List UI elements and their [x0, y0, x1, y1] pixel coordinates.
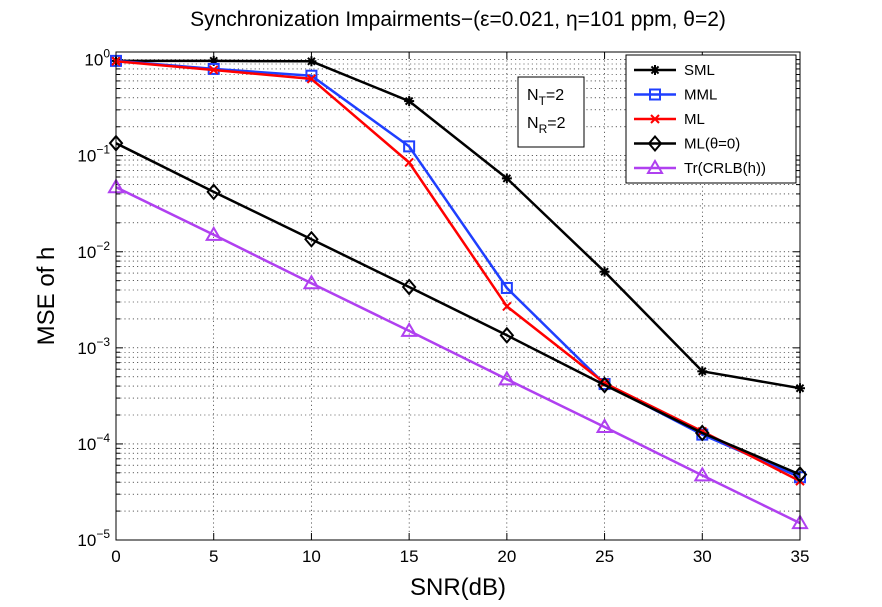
x-tick-label: 25	[595, 547, 614, 566]
y-tick-label: 10−4	[77, 431, 110, 454]
y-tick-label: 10−2	[77, 239, 110, 262]
x-tick-label: 5	[209, 547, 218, 566]
x-tick-label: 35	[791, 547, 810, 566]
series-marker-diamond	[597, 376, 612, 394]
annotation-nt: NT=2	[527, 87, 564, 108]
series-marker-diamond	[304, 230, 319, 248]
x-tick-label: 0	[111, 547, 120, 566]
series-marker-diamond	[694, 424, 710, 442]
x-axis-label: SNR(dB)	[410, 574, 506, 601]
series-marker-star	[697, 366, 708, 377]
x-tick-label: 30	[693, 547, 712, 566]
x-tick-label: 15	[400, 547, 419, 566]
legend-item: Tr(CRLB(h))	[634, 159, 766, 177]
series-marker-square	[305, 69, 318, 82]
series-marker-x	[209, 65, 219, 75]
series-marker-star	[501, 173, 512, 184]
y-tick-labels: 100 10−1 10−2 10−3 10−4 10−5	[77, 47, 110, 550]
legend-label: Tr(CRLB(h))	[684, 160, 766, 177]
series-marker-square	[649, 88, 661, 101]
legend-label: ML	[684, 111, 705, 128]
y-axis-label: MSE of h	[33, 247, 60, 346]
series-marker-diamond	[206, 183, 222, 201]
series-marker-diamond	[499, 326, 515, 344]
legend-label: SML	[684, 62, 715, 79]
series-tr-crlb-h	[107, 178, 809, 530]
series-line	[115, 142, 801, 476]
series-marker-triangle	[400, 321, 418, 337]
series-marker-star	[650, 65, 660, 75]
y-tick-label: 10−1	[77, 143, 110, 166]
series-marker-x	[502, 301, 512, 312]
grid-lines	[115, 52, 801, 541]
y-tick-label: 10−5	[77, 527, 110, 550]
series-marker-star	[404, 96, 415, 107]
x-tick-label: 10	[302, 547, 321, 566]
annotation-box: NT=2 NR=2	[517, 76, 585, 148]
series-marker-diamond	[401, 278, 417, 296]
legend-item: ML	[634, 111, 705, 128]
x-tick-labels: 0 5 10 15 20 25 30 35	[111, 547, 809, 566]
legend-item: MML	[634, 87, 717, 104]
series-marker-triangle	[204, 225, 223, 241]
series-marker-triangle	[302, 274, 321, 290]
legend: SML MML ML ML(θ=0) Tr(CRLB(h))	[625, 54, 797, 184]
series-line	[115, 60, 801, 483]
legend-label: ML(θ=0)	[684, 136, 740, 153]
series-layer	[107, 54, 809, 530]
series-marker-triangle	[498, 370, 516, 386]
axes-box	[115, 51, 801, 541]
y-tick-label: 10−3	[77, 335, 110, 358]
x-tick-label: 20	[497, 547, 516, 566]
series-marker-x	[650, 114, 660, 124]
series-marker-triangle	[646, 159, 664, 174]
annotation-nr: NR=2	[527, 115, 566, 136]
series-marker-triangle	[693, 466, 712, 482]
legend-item: SML	[634, 62, 715, 79]
chart-title: Synchronization Impairments−(ε=0.021, η=…	[190, 8, 726, 31]
series-marker-x	[306, 74, 317, 84]
series-marker-star	[306, 56, 317, 67]
series-marker-x	[404, 157, 414, 168]
series-line	[115, 186, 801, 525]
y-tick-label: 100	[84, 47, 110, 70]
series-marker-square	[403, 140, 416, 153]
series-marker-diamond	[647, 134, 663, 153]
legend-item: ML(θ=0)	[634, 134, 740, 153]
legend-label: MML	[684, 87, 717, 104]
series-marker-star	[599, 266, 610, 277]
series-line	[116, 59, 801, 390]
series-marker-triangle	[595, 418, 614, 434]
series-marker-square	[500, 281, 513, 294]
